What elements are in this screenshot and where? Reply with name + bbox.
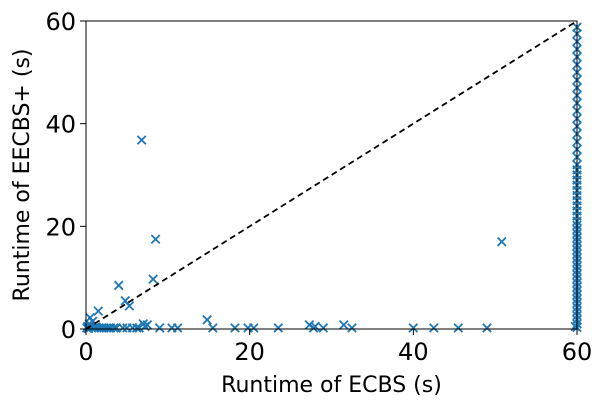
data-point: [230, 323, 240, 333]
data-point: [338, 320, 349, 330]
data-point: [202, 314, 212, 325]
points-layer: [81, 22, 582, 334]
reference-diagonal-line: [85, 20, 578, 330]
y-tick-label: 40: [45, 111, 76, 139]
y-tick-label: 60: [45, 8, 76, 36]
data-point: [318, 323, 329, 333]
x-tick-label: 0: [78, 338, 93, 366]
data-point: [482, 323, 492, 333]
x-axis-ticks: 0 20 40 60: [78, 329, 592, 366]
data-point: [142, 320, 153, 330]
data-point: [148, 274, 158, 285]
y-tick-label: 0: [61, 316, 76, 344]
data-point: [428, 323, 439, 333]
data-point: [136, 135, 147, 145]
data-point: [248, 323, 259, 333]
data-point: [108, 323, 119, 333]
data-point: [172, 323, 183, 333]
data-point: [150, 234, 161, 245]
y-tick-label: 20: [45, 213, 76, 241]
data-point: [453, 323, 464, 333]
data-point: [117, 323, 128, 333]
x-tick-label: 20: [234, 338, 265, 366]
data-point: [101, 323, 112, 333]
plot-area-frame: [85, 20, 578, 330]
y-axis-label: Runtime of EECBS+ (s): [10, 49, 35, 302]
y-axis-ticks: 0 20 40 60: [45, 8, 86, 344]
data-point: [347, 323, 357, 333]
data-point: [154, 323, 165, 333]
x-axis-label: Runtime of ECBS (s): [221, 373, 442, 398]
x-tick-label: 60: [562, 338, 593, 366]
data-point: [131, 323, 142, 333]
data-point: [273, 323, 284, 333]
data-point: [208, 323, 218, 333]
data-point: [113, 280, 124, 291]
x-tick-label: 40: [398, 338, 429, 366]
data-point: [124, 301, 135, 311]
data-point: [93, 306, 104, 316]
data-point: [496, 236, 507, 247]
data-point: [408, 323, 419, 333]
